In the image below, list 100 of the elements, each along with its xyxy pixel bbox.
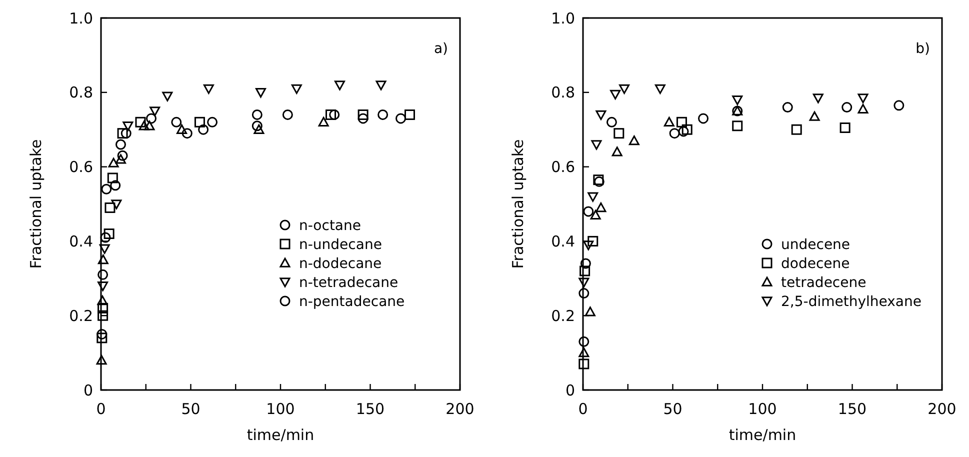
- point: [664, 116, 674, 127]
- point: [358, 113, 368, 124]
- point: [358, 109, 368, 120]
- point: [840, 122, 850, 133]
- point: [628, 136, 640, 146]
- point: [578, 288, 590, 299]
- point: [144, 120, 155, 130]
- point: [282, 109, 293, 120]
- point: [120, 128, 132, 139]
- point: [404, 109, 415, 120]
- point: [583, 206, 594, 217]
- point: [110, 180, 121, 191]
- point: [100, 232, 111, 243]
- point: [809, 111, 820, 121]
- point: [318, 116, 329, 127]
- legend-label: n-tetradecane: [299, 274, 398, 291]
- point: [396, 113, 406, 124]
- point: [256, 88, 266, 98]
- x-tick-label: 200: [928, 400, 956, 418]
- point: [858, 94, 868, 104]
- point: [610, 90, 621, 100]
- point: [107, 172, 118, 184]
- point: [98, 281, 108, 292]
- point: [596, 202, 606, 212]
- legend-label: n-octane: [299, 218, 362, 234]
- x-tick-label: 0: [578, 400, 588, 418]
- point: [791, 124, 802, 135]
- y-tick-label: 0: [565, 381, 575, 400]
- point: [584, 306, 596, 316]
- point: [591, 140, 602, 150]
- point: [654, 84, 666, 94]
- x-tick-label: 50: [181, 400, 200, 418]
- y-tick-label: 0.8: [551, 84, 575, 102]
- point: [590, 210, 601, 220]
- y-axis-title: Fractional uptake: [27, 139, 45, 269]
- point: [150, 106, 160, 116]
- point: [588, 236, 598, 246]
- point: [678, 126, 689, 137]
- y-tick-label: 1.0: [551, 9, 575, 28]
- point: [698, 113, 709, 124]
- point: [176, 124, 188, 134]
- point: [122, 122, 134, 132]
- point: [858, 104, 868, 114]
- point: [98, 302, 108, 314]
- point: [252, 109, 262, 120]
- point: [108, 158, 119, 168]
- x-axis-title: time/min: [728, 426, 796, 444]
- point: [669, 128, 680, 139]
- point: [99, 244, 110, 254]
- point: [580, 266, 590, 276]
- legend-label: n-dodecane: [299, 256, 382, 272]
- point: [812, 94, 824, 104]
- point: [578, 348, 590, 358]
- legend-label: tetradecene: [781, 274, 866, 291]
- point: [326, 109, 336, 120]
- point: [194, 116, 205, 128]
- point: [104, 202, 116, 213]
- point: [606, 116, 617, 128]
- point: [203, 84, 214, 94]
- point: [614, 128, 624, 139]
- point: [98, 310, 108, 321]
- point: [378, 109, 388, 120]
- point: [578, 278, 590, 288]
- point: [894, 100, 904, 111]
- x-tick-label: 100: [748, 400, 777, 418]
- y-tick-label: 0.4: [69, 232, 93, 250]
- point: [98, 269, 108, 280]
- point: [583, 240, 594, 250]
- point: [101, 184, 112, 194]
- y-tick-label: 0.4: [551, 232, 575, 250]
- point: [619, 84, 630, 94]
- point: [252, 120, 262, 132]
- y-tick-label: 0.6: [69, 158, 93, 176]
- y-tick-label: 0.8: [69, 84, 93, 102]
- x-tick-label: 200: [446, 400, 474, 418]
- point: [612, 146, 622, 156]
- y-tick-label: 0.6: [551, 158, 575, 176]
- point: [842, 102, 852, 113]
- x-tick-label: 100: [266, 400, 295, 418]
- point: [682, 124, 692, 135]
- point: [588, 192, 598, 202]
- point: [117, 150, 128, 161]
- point: [676, 116, 687, 128]
- point: [578, 358, 590, 370]
- point: [291, 84, 302, 94]
- y-tick-label: 0.2: [69, 306, 93, 325]
- legend-label: dodecene: [781, 256, 850, 272]
- point: [96, 328, 108, 340]
- annotation: a): [434, 41, 448, 57]
- point: [334, 80, 345, 90]
- point: [98, 254, 108, 264]
- y-axis-title: Fractional uptake: [509, 139, 527, 269]
- x-tick-label: 0: [96, 400, 106, 418]
- legend-label: undecene: [781, 236, 850, 253]
- point: [732, 95, 743, 106]
- point: [182, 128, 192, 139]
- point: [207, 116, 218, 128]
- legend-label: n-pentadecane: [299, 294, 405, 310]
- x-tick-label: 150: [838, 400, 867, 418]
- x-tick-label: 150: [356, 400, 385, 418]
